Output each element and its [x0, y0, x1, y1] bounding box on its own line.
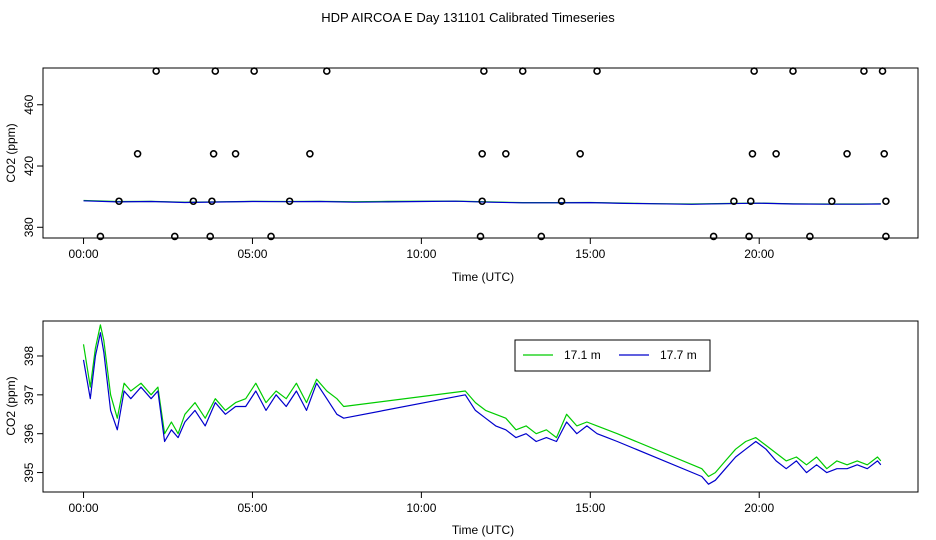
data-point [133, 149, 142, 158]
x-tick-label: 15:00 [575, 247, 605, 261]
data-point [880, 149, 889, 158]
x-tick-label: 00:00 [69, 247, 99, 261]
data-point [772, 149, 780, 158]
data-point [96, 232, 105, 241]
x-tick-label: 15:00 [575, 501, 605, 515]
data-point [480, 67, 488, 75]
data-point [789, 67, 797, 75]
bottom-chart-frame [42, 320, 919, 493]
data-point [206, 232, 215, 241]
series-line-1 [82, 324, 882, 478]
bottom-y-axis-label: CO2 (ppm) [4, 376, 18, 435]
x-tick-label: 10:00 [406, 501, 436, 515]
data-point [828, 197, 836, 206]
data-point [843, 149, 851, 158]
data-point [285, 197, 294, 206]
top-y-axis: 380 420 460 [22, 94, 43, 237]
top-lines [83, 199, 881, 205]
data-point [322, 67, 331, 75]
bottom-x-axis: 00:00 05:00 10:00 15:00 20:00 [69, 492, 775, 515]
data-point [748, 149, 757, 158]
series-line-2 [82, 332, 882, 485]
data-point [746, 197, 755, 206]
data-point [750, 67, 758, 75]
data-point [476, 232, 485, 241]
data-point [806, 232, 814, 241]
legend-label-17-1: 17.1 m [564, 348, 601, 362]
data-point [306, 149, 314, 158]
data-point [518, 67, 527, 75]
x-tick-label: 05:00 [237, 247, 267, 261]
data-point [152, 67, 160, 75]
data-point [250, 67, 258, 75]
data-point [593, 67, 601, 75]
bottom-x-axis-label: Time (UTC) [452, 523, 514, 537]
y-tick-label: 395 [22, 462, 36, 482]
legend-label-17-7: 17.7 m [660, 348, 697, 362]
data-point [478, 197, 486, 206]
x-tick-label: 05:00 [237, 501, 267, 515]
data-point [211, 67, 220, 75]
top-chart-frame [42, 67, 919, 239]
y-tick-label: 420 [22, 156, 36, 176]
y-tick-label: 460 [22, 94, 36, 114]
x-tick-label: 20:00 [744, 501, 774, 515]
y-tick-label: 396 [22, 423, 36, 443]
x-tick-label: 10:00 [406, 247, 436, 261]
data-point [189, 197, 198, 206]
top-points [96, 67, 890, 241]
data-point [208, 197, 216, 206]
data-point [878, 67, 887, 75]
figure-title: HDP AIRCOA E Day 131101 Calibrated Times… [321, 10, 615, 25]
data-point [231, 149, 240, 158]
data-point [730, 197, 738, 206]
legend: 17.1 m 17.7 m [514, 339, 711, 372]
bottom-y-axis: 395 396 397 398 [22, 346, 43, 483]
data-point [745, 232, 753, 241]
data-point [882, 197, 890, 206]
data-point [502, 149, 510, 158]
bottom-chart: 00:00 05:00 10:00 15:00 20:00 395 396 397 398 T… [4, 320, 919, 537]
data-point [170, 232, 179, 241]
bottom-lines [82, 324, 882, 485]
data-point [860, 67, 868, 75]
data-point [557, 197, 566, 206]
data-point [478, 149, 486, 158]
data-point [537, 232, 546, 241]
top-x-axis: 00:00 05:00 10:00 15:00 20:00 [69, 238, 775, 261]
data-point [882, 232, 890, 241]
y-tick-label: 397 [22, 385, 36, 405]
data-point [267, 232, 275, 241]
y-tick-label: 398 [22, 346, 36, 366]
x-tick-label: 20:00 [744, 247, 774, 261]
y-tick-label: 380 [22, 217, 36, 237]
data-point [709, 232, 718, 241]
top-chart: 00:00 05:00 10:00 15:00 20:00 380 420 460 Time… [4, 67, 919, 284]
x-tick-label: 00:00 [69, 501, 99, 515]
series-line-2 [83, 200, 881, 205]
top-y-axis-label: CO2 (ppm) [4, 123, 18, 182]
data-point [576, 149, 584, 158]
top-x-axis-label: Time (UTC) [452, 270, 514, 284]
data-point [115, 197, 123, 206]
data-point [209, 149, 218, 158]
